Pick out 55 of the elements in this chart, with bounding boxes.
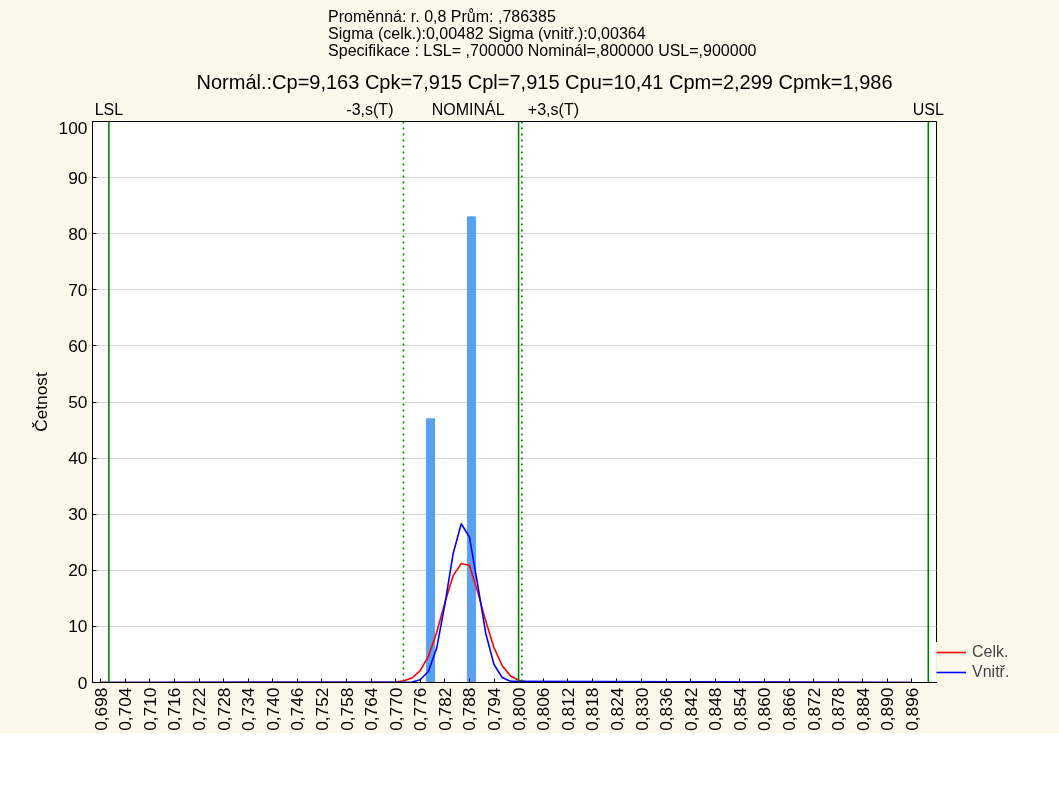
x-tick-label: 0,818: [582, 687, 603, 731]
x-tick-label: 0,704: [115, 687, 136, 731]
x-tick-label: 0,800: [508, 687, 529, 731]
y-tick-label: 50: [68, 392, 88, 412]
x-tick-label: 0,890: [877, 687, 898, 731]
ref-line-label: USL: [912, 100, 944, 118]
x-tick-label: 0,788: [459, 687, 480, 731]
x-tick-label: 0,824: [606, 687, 627, 731]
x-tick-label: 0,806: [533, 687, 554, 731]
chart-title: Proměnná: r. 0,8 Prům: ,786385 Sigma (celk.):0,00482 Sigma (vnitř.):0,00364 Specifikace : LSL= ,700000 Nominál=,800000 USL=,900000: [328, 7, 757, 59]
x-tick-label: 0,848: [705, 687, 726, 731]
x-tick-label: 0,794: [484, 687, 505, 731]
y-tick-label: 30: [68, 504, 88, 525]
legend-label: Vnitř.: [972, 663, 1010, 681]
x-tick-label: 0,740: [262, 687, 283, 731]
x-tick-label: 0,758: [336, 687, 357, 731]
x-tick-label: 0,896: [901, 687, 922, 731]
x-tick-label: 0,734: [238, 687, 259, 731]
ref-line-label: LSL: [94, 100, 124, 118]
x-tick-label: 0,728: [213, 687, 234, 731]
ref-line-label: -3,s(T): [346, 100, 394, 118]
x-tick-label: 0,872: [803, 687, 824, 731]
x-tick-label: 0,884: [852, 687, 873, 731]
x-tick-label: 0,752: [311, 687, 332, 731]
legend-label: Celk.: [972, 643, 1009, 661]
x-tick-label: 0,716: [164, 687, 185, 731]
y-tick-label: 60: [68, 335, 88, 356]
x-tick-label: 0,836: [656, 687, 677, 731]
x-tick-label: 0,770: [385, 687, 406, 731]
x-tick-label: 0,698: [90, 687, 111, 731]
x-tick-label: 0,782: [434, 687, 455, 731]
ref-line-label: +3,s(T): [527, 100, 579, 118]
y-tick-label: 90: [68, 167, 88, 188]
x-tick-label: 0,722: [189, 687, 210, 731]
y-tick-label: 80: [68, 223, 88, 244]
x-tick-label: 0,812: [557, 687, 578, 731]
x-tick-label: 0,710: [139, 687, 160, 731]
y-tick-label: 20: [68, 560, 88, 581]
x-tick-label: 0,830: [631, 687, 652, 731]
x-tick-label: 0,746: [287, 687, 308, 731]
x-tick-label: 0,860: [754, 687, 775, 731]
x-tick-label: 0,776: [410, 687, 431, 731]
y-tick-label: 100: [58, 117, 88, 138]
y-tick-label: 0: [77, 672, 88, 693]
x-tick-label: 0,764: [361, 687, 382, 731]
x-tick-label: 0,842: [680, 687, 701, 731]
y-tick-label: 70: [68, 279, 88, 300]
chart-subtitle: Normál.:Cp=9,163 Cpk=7,915 Cpl=7,915 Cpu=10,41 Cpm=2,299 Cpmk=1,986: [196, 70, 893, 93]
y-tick-label: 40: [68, 448, 88, 469]
y-tick-label: 10: [68, 616, 88, 637]
x-tick-label: 0,866: [779, 687, 799, 731]
x-tick-label: 0,878: [828, 687, 849, 731]
x-tick-label: 0,854: [729, 687, 750, 731]
y-axis-title: Četnost: [30, 371, 51, 432]
ref-line-label: NOMINÁL: [431, 99, 505, 118]
